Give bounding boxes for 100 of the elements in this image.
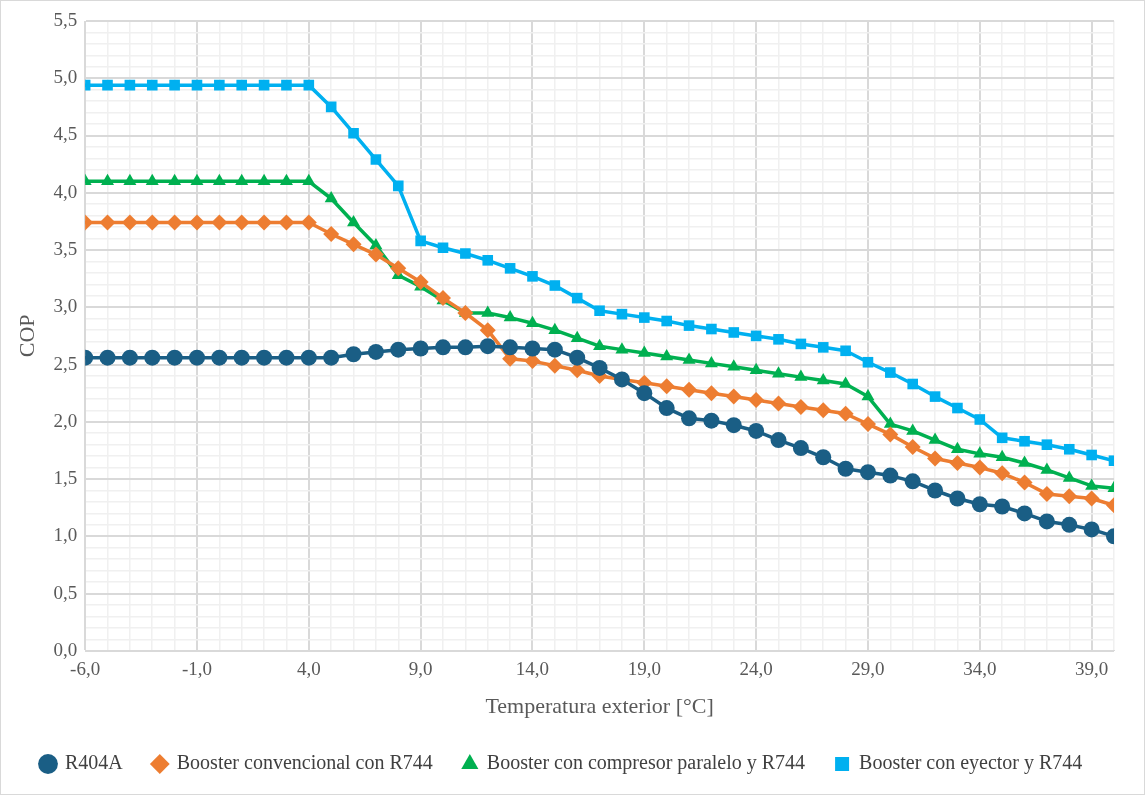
point	[524, 340, 541, 357]
point	[190, 173, 204, 186]
point	[862, 356, 874, 368]
point	[681, 381, 698, 398]
point	[615, 342, 629, 354]
y-axis-title: COP	[13, 314, 39, 358]
point	[971, 459, 988, 476]
point	[123, 173, 137, 186]
point	[882, 467, 899, 484]
point	[816, 373, 830, 385]
point	[211, 349, 228, 366]
point	[548, 322, 562, 334]
point	[995, 449, 1009, 462]
point	[503, 310, 517, 322]
point	[236, 79, 248, 91]
point	[927, 482, 944, 499]
point	[144, 214, 161, 231]
point	[773, 334, 784, 345]
point	[837, 460, 854, 477]
y-tick-label: 5,5	[53, 8, 78, 30]
point	[706, 323, 717, 335]
point	[437, 242, 449, 254]
point	[278, 214, 295, 231]
point	[861, 389, 875, 401]
point	[99, 214, 116, 231]
point	[1016, 505, 1033, 522]
point	[591, 359, 608, 376]
y-tick-label: 1,0	[53, 524, 78, 546]
point	[1061, 516, 1078, 533]
point	[479, 322, 496, 339]
point	[815, 402, 832, 419]
point	[703, 412, 720, 429]
point	[748, 422, 765, 439]
point	[569, 349, 586, 366]
point	[885, 367, 896, 378]
point	[906, 423, 920, 435]
point	[815, 449, 832, 466]
point	[279, 173, 293, 186]
point	[345, 236, 362, 253]
point	[703, 385, 720, 402]
point	[281, 79, 292, 91]
point	[546, 357, 563, 374]
point	[479, 338, 496, 355]
point	[1083, 521, 1100, 538]
point	[323, 349, 340, 366]
point	[658, 400, 675, 417]
y-tick-label: 1,5	[53, 467, 78, 489]
point	[1018, 455, 1032, 467]
point	[661, 315, 672, 327]
point	[121, 349, 138, 366]
point	[637, 345, 651, 357]
point	[121, 214, 138, 231]
x-axis-title: Temperatura exterior [°C]	[485, 692, 714, 718]
point	[949, 455, 966, 472]
point	[681, 410, 698, 427]
point	[1016, 474, 1033, 491]
point	[770, 395, 787, 412]
point	[883, 416, 897, 428]
point	[727, 359, 741, 371]
point	[683, 320, 695, 331]
legend-label: R404A	[65, 751, 124, 774]
y-tick-label: 3,5	[53, 238, 78, 259]
x-tick-label: 39,0	[1075, 658, 1109, 680]
point	[1019, 435, 1030, 447]
point	[235, 173, 249, 186]
point	[704, 355, 718, 368]
point	[169, 79, 180, 91]
point	[188, 214, 205, 231]
x-tick-label: 29,0	[851, 658, 885, 680]
point	[682, 352, 696, 364]
point	[571, 292, 583, 304]
point	[233, 214, 250, 231]
point	[725, 417, 742, 434]
point	[188, 349, 205, 366]
y-tick-label: 3,0	[53, 295, 78, 317]
point	[390, 260, 407, 277]
point	[212, 173, 226, 186]
point	[256, 349, 273, 366]
point	[949, 490, 966, 507]
point	[1086, 449, 1097, 461]
point	[233, 349, 250, 366]
point	[1041, 439, 1053, 450]
point	[390, 341, 407, 358]
point	[168, 173, 182, 186]
point	[504, 263, 516, 274]
point	[1062, 470, 1076, 482]
point	[1040, 462, 1054, 474]
point	[749, 362, 763, 374]
point	[145, 173, 159, 186]
point	[792, 398, 809, 415]
point	[660, 349, 674, 361]
point	[302, 173, 316, 186]
point	[502, 339, 519, 356]
point	[725, 388, 742, 405]
point	[457, 339, 474, 356]
point	[392, 180, 404, 192]
x-tick-label: 4,0	[296, 658, 321, 680]
point	[146, 79, 158, 91]
point	[102, 79, 113, 91]
point	[482, 255, 494, 266]
